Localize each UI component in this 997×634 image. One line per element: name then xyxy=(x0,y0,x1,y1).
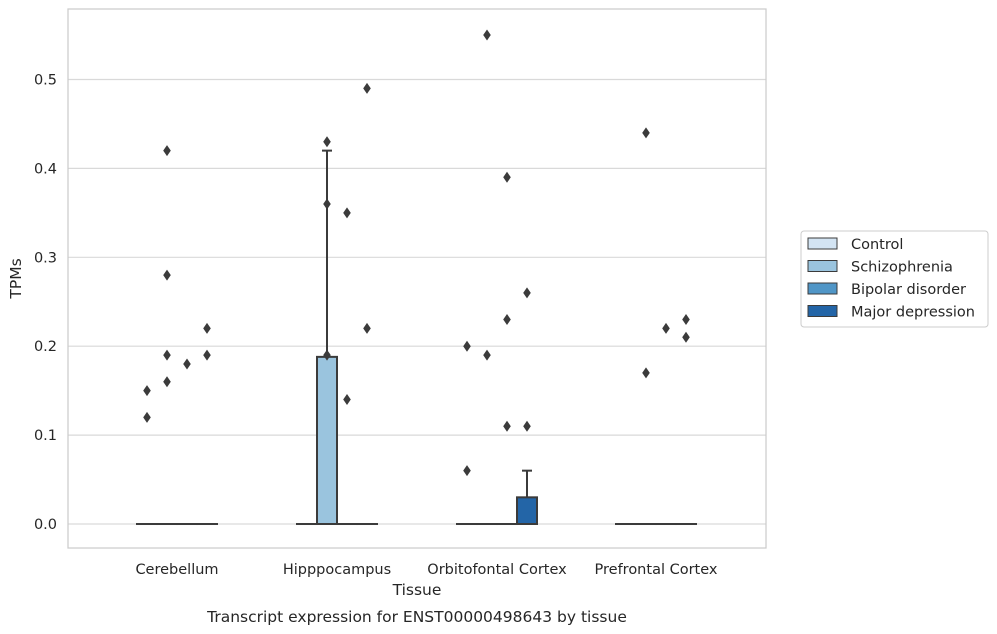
legend-label: Major depression xyxy=(851,305,975,321)
x-tick-label: Orbitofontal Cortex xyxy=(427,562,567,578)
outlier-point xyxy=(483,29,491,41)
outlier-point xyxy=(642,127,650,139)
legend-swatch xyxy=(807,260,838,272)
legend-label: Control xyxy=(851,237,903,253)
outlier-point xyxy=(203,322,211,334)
box-group xyxy=(675,314,697,526)
box-group xyxy=(655,322,677,526)
y-tick-label: 0.4 xyxy=(34,161,57,177)
box-group xyxy=(635,127,657,526)
outlier-point xyxy=(323,198,331,210)
box-group xyxy=(316,136,338,526)
box-group xyxy=(136,385,158,526)
box-group xyxy=(496,171,518,526)
outlier-point xyxy=(323,136,331,148)
x-tick-label: Cerebellum xyxy=(135,562,218,578)
x-tick-label: Prefrontal Cortex xyxy=(595,562,718,578)
box-group xyxy=(156,145,178,526)
box-group xyxy=(356,82,378,526)
outlier-point xyxy=(163,269,171,281)
outlier-point xyxy=(463,465,471,477)
outlier-point xyxy=(323,349,331,361)
chart-caption: Transcript expression for ENST0000049864… xyxy=(206,608,627,626)
legend-label: Bipolar disorder xyxy=(851,282,966,298)
x-tick-label: Hipppocampus xyxy=(283,562,391,578)
outlier-point xyxy=(642,367,650,379)
outlier-point xyxy=(343,207,351,219)
outlier-point xyxy=(183,358,191,370)
outlier-point xyxy=(682,314,690,326)
outlier-point xyxy=(503,420,511,432)
outlier-point xyxy=(163,349,171,361)
box-group xyxy=(476,29,498,526)
plot-frame xyxy=(67,8,767,549)
outlier-point xyxy=(503,314,511,326)
outlier-point xyxy=(503,171,511,183)
box-group xyxy=(456,340,478,526)
outlier-point xyxy=(343,394,351,406)
gridlines xyxy=(68,78,766,525)
outlier-point xyxy=(143,411,151,423)
box-group xyxy=(516,287,538,525)
x-tick-labels: Cerebellum Hipppocampus Orbitofontal Corte… xyxy=(135,562,717,578)
outlier-point xyxy=(163,145,171,157)
outlier-point xyxy=(662,322,670,334)
box xyxy=(516,496,538,525)
y-tick-labels: 0.0 0.1 0.2 0.3 0.4 0.5 xyxy=(34,73,57,534)
legend: Control Schizophrenia Bipolar disorder Majo… xyxy=(800,230,989,328)
legend-swatch xyxy=(807,305,838,317)
outlier-point xyxy=(523,420,531,432)
y-tick-label: 0.0 xyxy=(34,517,57,533)
outlier-point xyxy=(463,340,471,352)
legend-swatch xyxy=(807,237,838,250)
outlier-point xyxy=(363,82,371,94)
box-group xyxy=(196,322,218,526)
legend-swatch xyxy=(807,282,838,295)
outlier-point xyxy=(163,376,171,388)
y-tick-label: 0.3 xyxy=(34,250,57,266)
outlier-point xyxy=(143,385,151,397)
x-axis-label: Tissue xyxy=(392,581,442,599)
box-group xyxy=(336,207,358,526)
outlier-point xyxy=(523,287,531,299)
outlier-point xyxy=(682,331,690,343)
legend-frame xyxy=(800,230,989,328)
y-tick-label: 0.5 xyxy=(34,73,57,89)
outlier-point xyxy=(363,322,371,334)
y-axis-label: TPMs xyxy=(7,258,25,299)
box-group xyxy=(176,358,198,526)
y-tick-label: 0.1 xyxy=(34,428,57,444)
plot-area xyxy=(136,29,697,526)
y-tick-label: 0.2 xyxy=(34,339,57,355)
legend-label: Schizophrenia xyxy=(851,260,953,276)
outlier-point xyxy=(483,349,491,361)
outlier-point xyxy=(203,349,211,361)
box xyxy=(316,355,338,526)
